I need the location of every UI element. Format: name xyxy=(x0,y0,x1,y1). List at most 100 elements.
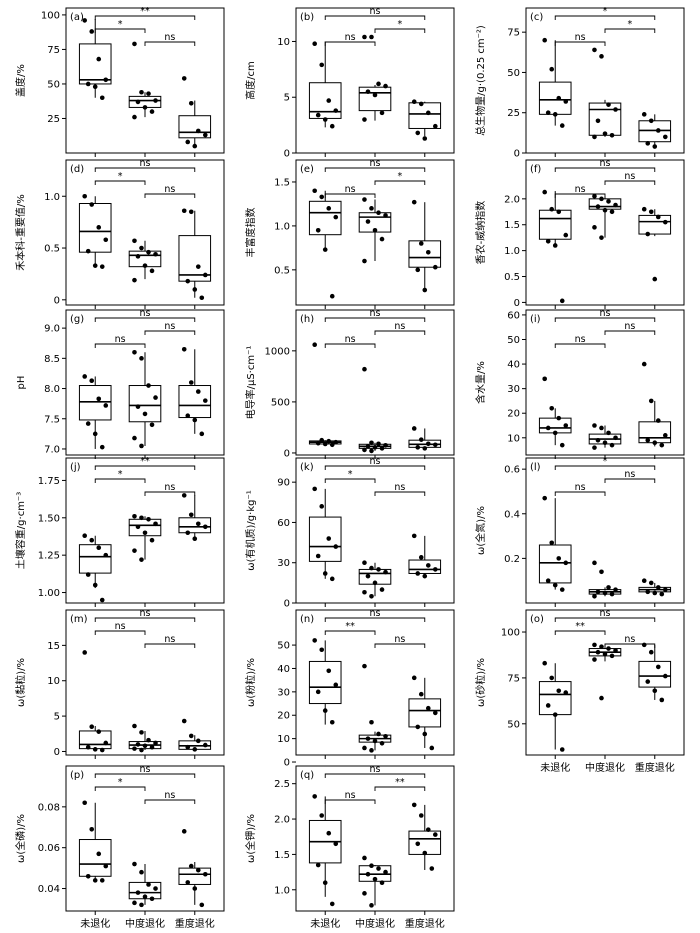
data-point xyxy=(181,208,187,214)
data-point xyxy=(372,580,378,586)
x-category-label: 中度退化 xyxy=(125,917,165,930)
y-axis-label: 电导率/μS·cm⁻¹ xyxy=(244,346,257,420)
significance-bracket xyxy=(94,343,146,348)
data-point xyxy=(85,744,91,750)
data-point xyxy=(641,206,647,212)
significance-bracket xyxy=(324,167,426,172)
data-point xyxy=(372,92,378,98)
y-axis-label: ω(全钾)/% xyxy=(244,814,257,863)
data-point xyxy=(592,423,597,428)
significance-bracket xyxy=(554,630,606,635)
iqr-box xyxy=(78,385,112,421)
significance-label: * xyxy=(628,19,633,30)
panel-n: 0 10 20 30 40 50 (n) ω(粉粒)/% ns ** ns xyxy=(244,608,455,769)
data-point xyxy=(602,131,608,136)
y-tick-label: 0.08 xyxy=(38,802,60,813)
data-point xyxy=(188,863,194,869)
data-point xyxy=(379,587,385,592)
data-point xyxy=(365,736,371,741)
data-point xyxy=(545,425,551,431)
panel-tag: (l) xyxy=(530,462,541,473)
significance-label: ns xyxy=(575,184,586,195)
significance-label: ns xyxy=(140,764,151,775)
significance-bracket xyxy=(554,465,656,470)
y-tick-label: 5 xyxy=(54,712,60,723)
x-category-label: 重度退化 xyxy=(405,917,445,930)
data-point xyxy=(96,851,102,857)
data-point xyxy=(153,395,158,400)
data-point xyxy=(139,730,144,735)
significance-label: ** xyxy=(345,621,355,632)
significance-bracket xyxy=(324,478,376,483)
significance-bracket xyxy=(324,773,426,778)
data-point xyxy=(422,573,428,579)
y-tick-label: 0.5 xyxy=(274,265,290,276)
y-tick-label: 20 xyxy=(277,711,290,722)
data-point xyxy=(549,66,555,72)
y-tick-label: 30 xyxy=(507,384,520,395)
x-category-label: 中度退化 xyxy=(355,917,395,930)
data-point xyxy=(542,189,547,195)
data-point xyxy=(592,225,597,230)
data-point xyxy=(613,107,618,112)
data-point xyxy=(411,802,417,808)
data-point xyxy=(142,263,148,268)
data-point xyxy=(556,209,562,215)
significance-label: * xyxy=(398,171,403,182)
data-point xyxy=(192,747,198,752)
data-point xyxy=(181,76,187,81)
data-point xyxy=(376,866,381,871)
y-tick-label: 75 xyxy=(47,45,60,56)
y-tick-label: 10 xyxy=(277,37,290,48)
data-point xyxy=(326,830,332,836)
data-point xyxy=(319,437,325,443)
data-point xyxy=(139,747,144,753)
data-point xyxy=(92,582,98,588)
y-axis-label: 土壤容重/g·cm⁻³ xyxy=(14,492,27,569)
iqr-box xyxy=(538,681,572,716)
y-tick-label: 2.0 xyxy=(504,194,520,205)
data-point xyxy=(333,214,339,220)
data-point xyxy=(425,441,431,447)
data-point xyxy=(149,744,155,750)
data-point xyxy=(425,249,431,255)
panel-tag: (b) xyxy=(300,12,314,23)
significance-bracket xyxy=(144,799,196,804)
data-point xyxy=(329,123,335,129)
data-point xyxy=(379,236,385,242)
data-point xyxy=(188,209,194,215)
y-tick-label: 0.4 xyxy=(504,509,520,520)
data-point xyxy=(322,441,328,447)
significance-bracket xyxy=(604,330,656,335)
data-point xyxy=(372,876,378,882)
significance-bracket xyxy=(94,15,196,20)
data-point xyxy=(411,99,417,104)
data-point xyxy=(652,590,658,596)
data-point xyxy=(135,254,141,259)
data-point xyxy=(132,114,137,120)
data-point xyxy=(415,267,421,273)
data-point xyxy=(659,697,665,703)
y-tick-label: 40 xyxy=(507,360,520,371)
data-point xyxy=(85,873,91,879)
y-tick-label: 40 xyxy=(277,664,290,675)
data-point xyxy=(549,540,555,546)
iqr-box xyxy=(178,517,212,534)
y-tick-label: 2.0 xyxy=(274,815,290,826)
data-point xyxy=(599,425,604,431)
significance-bracket xyxy=(324,630,376,635)
data-point xyxy=(188,733,194,739)
data-point xyxy=(641,578,647,583)
significance-label: ns xyxy=(164,790,175,801)
data-point xyxy=(645,437,651,443)
data-point xyxy=(315,228,321,233)
iqr-box xyxy=(128,518,162,537)
y-tick-label: 1.25 xyxy=(38,551,60,562)
data-point xyxy=(592,193,597,199)
y-tick-label: 1.0 xyxy=(504,246,520,257)
x-category-label: 中度退化 xyxy=(585,761,625,774)
data-point xyxy=(146,383,151,388)
data-point xyxy=(599,644,604,650)
data-point xyxy=(146,249,151,255)
data-point xyxy=(592,445,597,450)
